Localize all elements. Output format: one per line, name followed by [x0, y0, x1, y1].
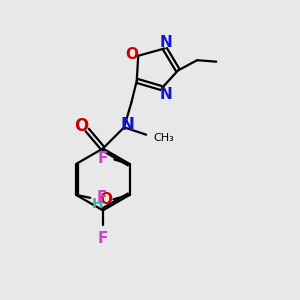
- Text: O: O: [99, 192, 112, 207]
- Text: CH₃: CH₃: [154, 133, 174, 142]
- Text: N: N: [160, 35, 172, 50]
- Text: O: O: [125, 47, 138, 62]
- Text: F: F: [98, 231, 108, 246]
- Text: N: N: [120, 116, 134, 134]
- Text: F: F: [96, 190, 106, 205]
- Text: N: N: [160, 87, 172, 102]
- Text: H: H: [92, 197, 103, 211]
- Text: O: O: [74, 117, 88, 135]
- Text: F: F: [98, 151, 109, 166]
